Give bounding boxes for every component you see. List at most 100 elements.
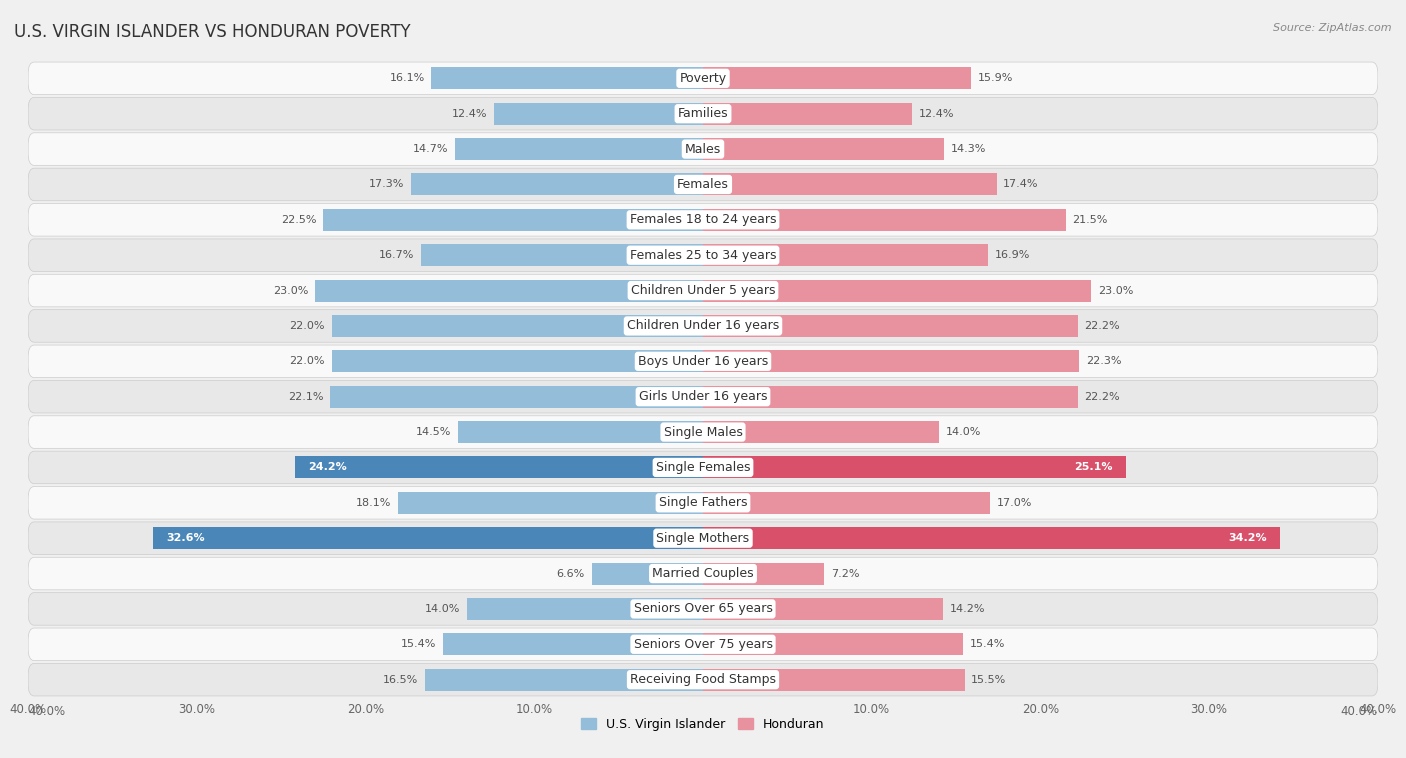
Text: Single Females: Single Females — [655, 461, 751, 474]
Text: 7.2%: 7.2% — [831, 568, 859, 578]
Text: U.S. VIRGIN ISLANDER VS HONDURAN POVERTY: U.S. VIRGIN ISLANDER VS HONDURAN POVERTY — [14, 23, 411, 41]
Text: 17.4%: 17.4% — [1004, 180, 1039, 190]
Text: Source: ZipAtlas.com: Source: ZipAtlas.com — [1274, 23, 1392, 33]
Text: 14.7%: 14.7% — [413, 144, 449, 154]
Bar — [443, 634, 703, 655]
Text: Families: Families — [678, 107, 728, 121]
Text: 22.0%: 22.0% — [290, 321, 325, 331]
FancyBboxPatch shape — [28, 487, 1378, 519]
Text: 16.9%: 16.9% — [995, 250, 1031, 260]
Text: 15.5%: 15.5% — [972, 675, 1007, 684]
FancyBboxPatch shape — [28, 133, 1378, 165]
Bar — [332, 315, 703, 337]
FancyBboxPatch shape — [28, 451, 1378, 484]
Text: 15.4%: 15.4% — [401, 639, 436, 650]
Bar — [398, 492, 703, 514]
Legend: U.S. Virgin Islander, Honduran: U.S. Virgin Islander, Honduran — [576, 713, 830, 736]
Text: 25.1%: 25.1% — [1074, 462, 1114, 472]
Text: Single Fathers: Single Fathers — [659, 496, 747, 509]
Bar — [456, 138, 703, 160]
FancyBboxPatch shape — [28, 310, 1378, 342]
Text: Females 25 to 34 years: Females 25 to 34 years — [630, 249, 776, 262]
Bar — [703, 421, 939, 443]
Text: Children Under 16 years: Children Under 16 years — [627, 319, 779, 333]
Text: 24.2%: 24.2% — [308, 462, 347, 472]
Text: 16.7%: 16.7% — [380, 250, 415, 260]
Bar — [295, 456, 703, 478]
FancyBboxPatch shape — [28, 98, 1378, 130]
Text: 12.4%: 12.4% — [451, 108, 486, 119]
Bar — [592, 562, 703, 584]
Text: Seniors Over 65 years: Seniors Over 65 years — [634, 603, 772, 615]
Text: 22.0%: 22.0% — [290, 356, 325, 366]
Text: Receiving Food Stamps: Receiving Food Stamps — [630, 673, 776, 686]
Bar — [703, 634, 963, 655]
FancyBboxPatch shape — [28, 416, 1378, 448]
Text: 23.0%: 23.0% — [273, 286, 308, 296]
Text: 6.6%: 6.6% — [557, 568, 585, 578]
Text: Females 18 to 24 years: Females 18 to 24 years — [630, 213, 776, 227]
Bar — [703, 103, 912, 124]
Bar — [703, 138, 945, 160]
Bar — [703, 67, 972, 89]
Text: Males: Males — [685, 143, 721, 155]
Bar — [494, 103, 703, 124]
Text: Married Couples: Married Couples — [652, 567, 754, 580]
FancyBboxPatch shape — [28, 345, 1378, 377]
Text: 17.0%: 17.0% — [997, 498, 1032, 508]
Text: 14.3%: 14.3% — [950, 144, 987, 154]
Text: 40.0%: 40.0% — [28, 705, 65, 718]
Bar — [703, 315, 1077, 337]
Bar — [458, 421, 703, 443]
Text: 14.2%: 14.2% — [949, 604, 984, 614]
FancyBboxPatch shape — [28, 522, 1378, 554]
Text: Boys Under 16 years: Boys Under 16 years — [638, 355, 768, 368]
Bar — [703, 528, 1279, 549]
FancyBboxPatch shape — [28, 381, 1378, 413]
Text: 15.4%: 15.4% — [970, 639, 1005, 650]
Bar — [422, 244, 703, 266]
Bar — [411, 174, 703, 196]
Text: 15.9%: 15.9% — [979, 74, 1014, 83]
Bar — [703, 174, 997, 196]
FancyBboxPatch shape — [28, 628, 1378, 660]
FancyBboxPatch shape — [28, 274, 1378, 307]
Bar — [703, 280, 1091, 302]
Text: 14.5%: 14.5% — [416, 427, 451, 437]
Text: Children Under 5 years: Children Under 5 years — [631, 284, 775, 297]
Bar — [703, 456, 1126, 478]
Text: Girls Under 16 years: Girls Under 16 years — [638, 390, 768, 403]
Text: 23.0%: 23.0% — [1098, 286, 1133, 296]
Text: 22.2%: 22.2% — [1084, 321, 1121, 331]
Bar — [330, 386, 703, 408]
Bar — [703, 386, 1077, 408]
Text: 14.0%: 14.0% — [946, 427, 981, 437]
Text: 22.3%: 22.3% — [1085, 356, 1122, 366]
Text: Seniors Over 75 years: Seniors Over 75 years — [634, 637, 772, 651]
Text: 22.2%: 22.2% — [1084, 392, 1121, 402]
Bar — [703, 492, 990, 514]
Text: Single Males: Single Males — [664, 425, 742, 439]
Bar — [703, 598, 942, 620]
FancyBboxPatch shape — [28, 557, 1378, 590]
Text: Single Mothers: Single Mothers — [657, 531, 749, 545]
Bar — [153, 528, 703, 549]
FancyBboxPatch shape — [28, 62, 1378, 95]
Text: 18.1%: 18.1% — [356, 498, 391, 508]
Bar — [323, 209, 703, 230]
Text: 16.5%: 16.5% — [382, 675, 418, 684]
FancyBboxPatch shape — [28, 168, 1378, 201]
Bar — [432, 67, 703, 89]
Bar — [703, 669, 965, 691]
Bar — [703, 562, 824, 584]
FancyBboxPatch shape — [28, 239, 1378, 271]
Text: 22.5%: 22.5% — [281, 215, 316, 225]
Text: 22.1%: 22.1% — [288, 392, 323, 402]
Bar — [467, 598, 703, 620]
Bar — [425, 669, 703, 691]
Bar — [332, 350, 703, 372]
Text: 17.3%: 17.3% — [368, 180, 405, 190]
Bar — [703, 244, 988, 266]
Bar — [703, 350, 1080, 372]
Text: Females: Females — [678, 178, 728, 191]
